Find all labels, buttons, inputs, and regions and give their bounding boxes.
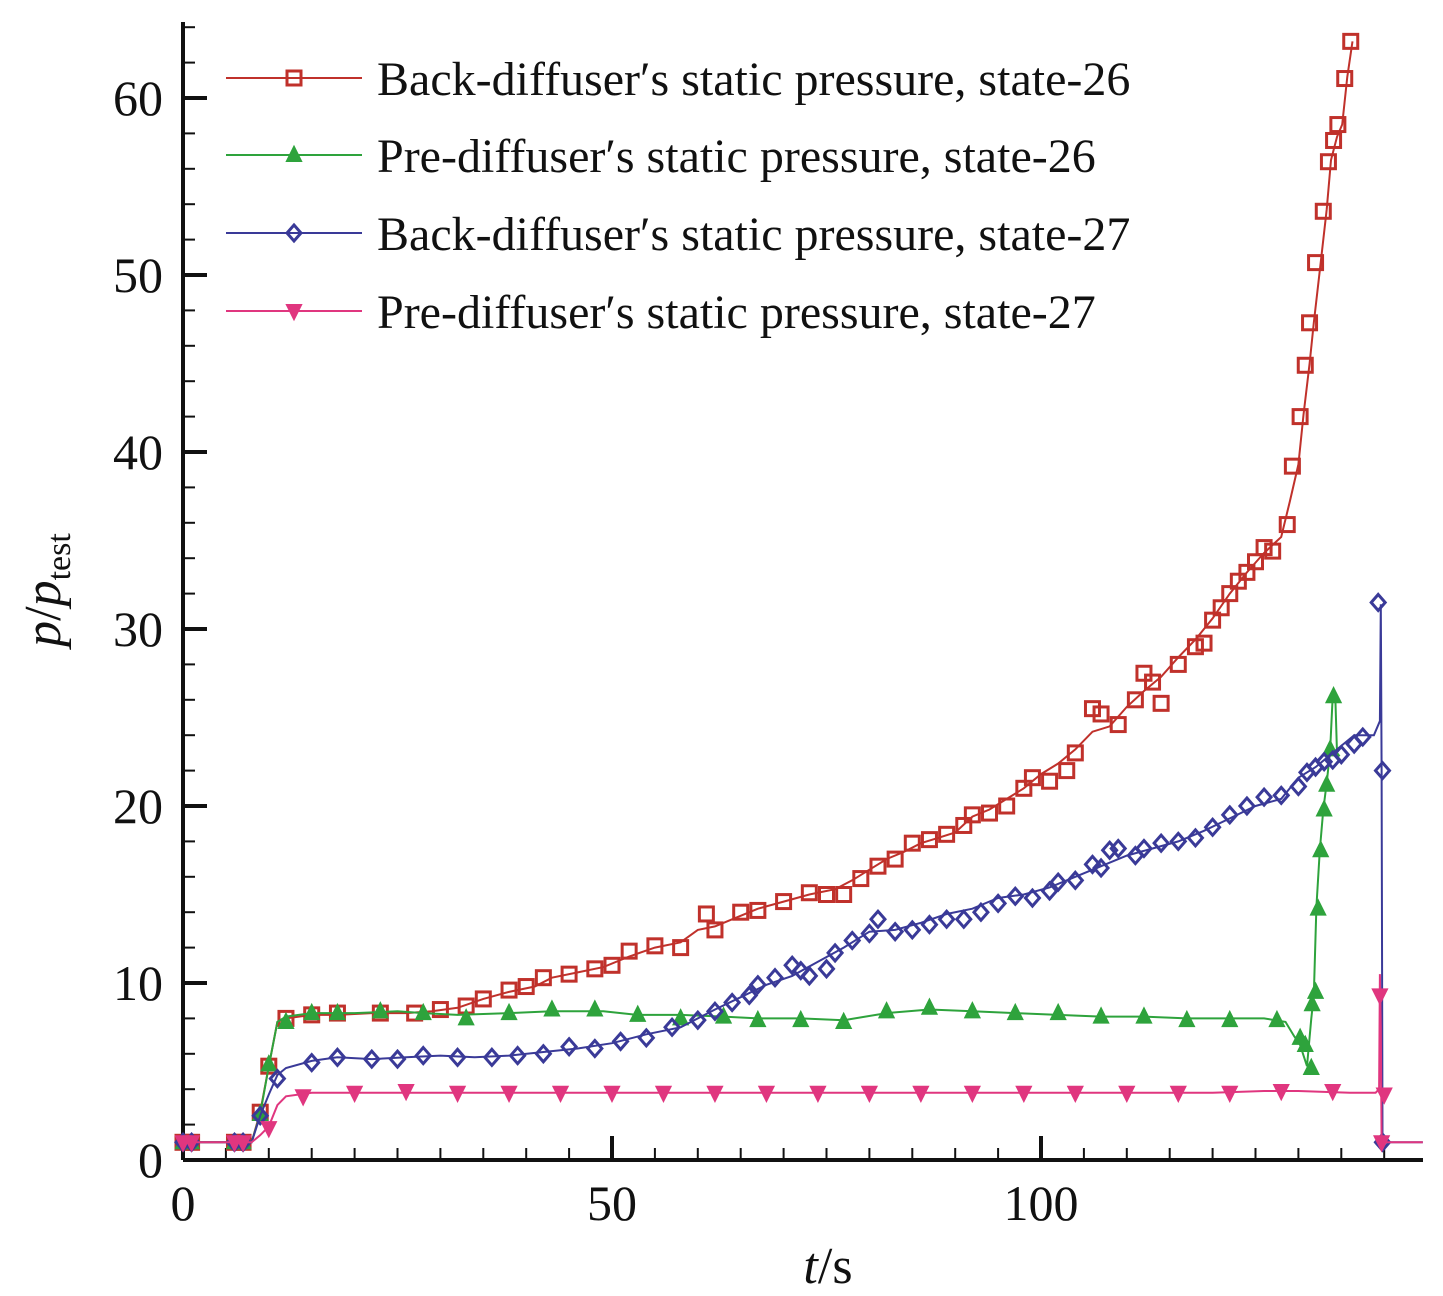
series-4: [176, 974, 1423, 1150]
data-point: [1085, 702, 1099, 716]
y-axis-title: p/ptest: [15, 533, 78, 651]
series-line: [183, 604, 1423, 1142]
series-line: [183, 696, 1340, 1142]
y-axis-sep: /: [15, 606, 72, 621]
data-point: [922, 1000, 936, 1014]
data-point: [1060, 764, 1074, 778]
data-point: [708, 1087, 722, 1101]
data-point: [1171, 1087, 1185, 1101]
data-point: [1137, 666, 1151, 680]
data-point: [957, 911, 971, 927]
data-point: [1120, 1087, 1134, 1101]
y-tick-label: 0: [138, 1132, 163, 1188]
data-point: [1154, 835, 1168, 851]
y-axis-subscript: test: [41, 533, 78, 581]
x-tick-label: 50: [587, 1175, 637, 1231]
data-point: [1377, 1089, 1391, 1103]
data-point: [1356, 729, 1370, 745]
data-point: [862, 1087, 876, 1101]
data-point: [1291, 779, 1305, 795]
data-point: [1223, 1087, 1237, 1101]
data-point: [1068, 1087, 1082, 1101]
y-axis-var: p: [15, 621, 72, 651]
data-point: [451, 1087, 465, 1101]
data-point: [888, 924, 902, 940]
y-tick-label: 20: [113, 778, 163, 834]
data-point: [1371, 594, 1385, 610]
y-tick-label: 10: [113, 955, 163, 1011]
y-tick-label: 60: [113, 70, 163, 126]
legend-item: Pre-diffuser′s static pressure, state-26: [226, 130, 1096, 183]
legend-label: Back-diffuser′s static pressure, state-2…: [377, 208, 1130, 261]
y-tick-label: 30: [113, 601, 163, 657]
data-point: [983, 806, 997, 820]
data-point: [699, 907, 713, 921]
legend-label: Pre-diffuser′s static pressure, state-27: [377, 286, 1096, 339]
data-point: [588, 1040, 602, 1056]
series-1: [176, 34, 1358, 1149]
data-point: [759, 1087, 773, 1101]
data-point: [502, 1087, 516, 1101]
data-point: [1327, 688, 1341, 702]
data-point: [1311, 901, 1325, 915]
legend-label: Pre-diffuser′s static pressure, state-26: [377, 130, 1096, 183]
data-point: [1373, 989, 1387, 1003]
data-point: [1171, 657, 1185, 671]
data-point: [1051, 1005, 1065, 1019]
data-point: [1043, 774, 1057, 788]
legend-label: Back-diffuser′s static pressure, state-2…: [377, 53, 1130, 106]
axes: 0 50 100 0 10 20 30 40 50 60: [113, 22, 1423, 1231]
x-tick-label: 100: [1004, 1175, 1079, 1231]
data-point: [1317, 802, 1331, 816]
data-point: [545, 1002, 559, 1016]
data-point: [820, 961, 834, 977]
data-point: [1344, 34, 1358, 48]
legend-item: Back-diffuser′s static pressure, state-2…: [226, 53, 1130, 106]
data-point: [1316, 204, 1330, 218]
data-point: [1321, 155, 1335, 169]
data-point: [656, 1087, 670, 1101]
y-axis-var2: p: [15, 580, 72, 610]
data-point: [391, 1051, 405, 1067]
data-point: [1309, 984, 1323, 998]
x-axis-unit: /s: [818, 1238, 853, 1295]
data-point: [837, 888, 851, 902]
data-point: [1017, 1087, 1031, 1101]
data-point: [965, 1087, 979, 1101]
data-point: [1293, 410, 1307, 424]
legend: Back-diffuser′s static pressure, state-2…: [226, 53, 1130, 339]
data-point: [262, 1122, 276, 1136]
data-point: [1320, 777, 1334, 791]
data-point: [1111, 718, 1125, 732]
data-point: [296, 1090, 310, 1104]
data-point: [862, 925, 876, 941]
x-axis-title: t/s: [803, 1238, 852, 1295]
legend-item: Pre-diffuser′s static pressure, state-27: [226, 286, 1096, 339]
data-point: [348, 1087, 362, 1101]
y-tick-label: 40: [113, 424, 163, 480]
data-point: [1314, 842, 1328, 856]
data-point: [1094, 707, 1108, 721]
series-3: [176, 594, 1423, 1150]
x-tick-label: 0: [171, 1175, 196, 1231]
y-tick-label: 50: [113, 247, 163, 303]
data-point: [871, 911, 885, 927]
data-point: [588, 1002, 602, 1016]
data-point: [914, 1087, 928, 1101]
data-point: [811, 1087, 825, 1101]
data-point: [562, 1039, 576, 1055]
data-point: [880, 1003, 894, 1017]
data-point: [605, 1087, 619, 1101]
data-point: [639, 1030, 653, 1046]
data-point: [536, 1046, 550, 1062]
plot-area: [176, 34, 1423, 1150]
data-point: [554, 1087, 568, 1101]
data-point: [725, 994, 739, 1010]
data-point: [1154, 696, 1168, 710]
legend-item: Back-diffuser′s static pressure, state-2…: [226, 208, 1130, 261]
data-point: [1338, 72, 1352, 86]
